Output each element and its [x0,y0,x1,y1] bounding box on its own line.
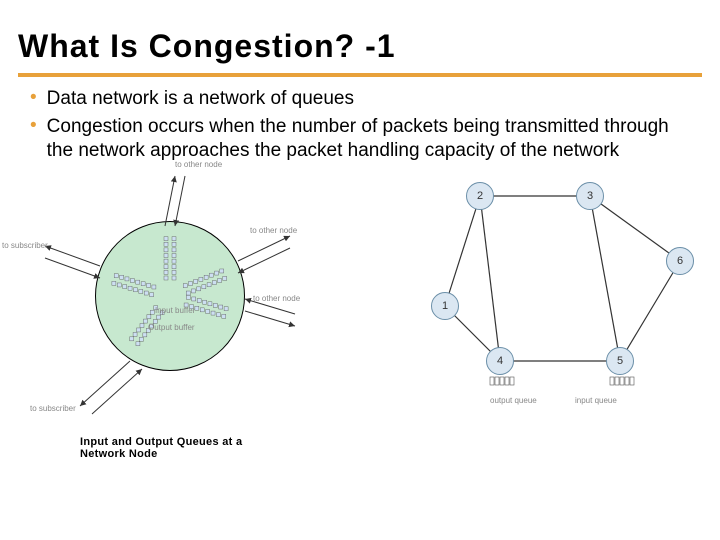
node-label: to subscriber [30,404,76,413]
bullet-item: • Data network is a network of queues [30,87,690,111]
page-title: What Is Congestion? -1 [0,0,720,69]
buffer-strips-svg [85,211,255,381]
node-label: to other node [253,294,300,303]
title-underline [18,73,702,77]
node-label: to other node [175,160,222,169]
queue-label: output queue [490,396,537,405]
node-label: to other node [250,226,297,235]
bullet-dot-icon: • [30,115,37,138]
diagrams-area: to other node to subscriber to other nod… [0,166,720,496]
node-label: Input buffer [155,306,195,315]
node-label: Output buffer [148,323,195,332]
bullet-item: • Congestion occurs when the number of p… [30,115,690,163]
bullet-text: Data network is a network of queues [47,87,354,111]
queue-label: input queue [575,396,617,405]
network-edges-svg [380,166,720,426]
node-label: to subscriber [2,241,48,250]
bullet-list: • Data network is a network of queues • … [0,87,720,162]
bullet-dot-icon: • [30,87,37,110]
node-diagram-caption: Input and Output Queues at a Network Nod… [80,436,280,460]
bullet-text: Congestion occurs when the number of pac… [47,115,690,163]
